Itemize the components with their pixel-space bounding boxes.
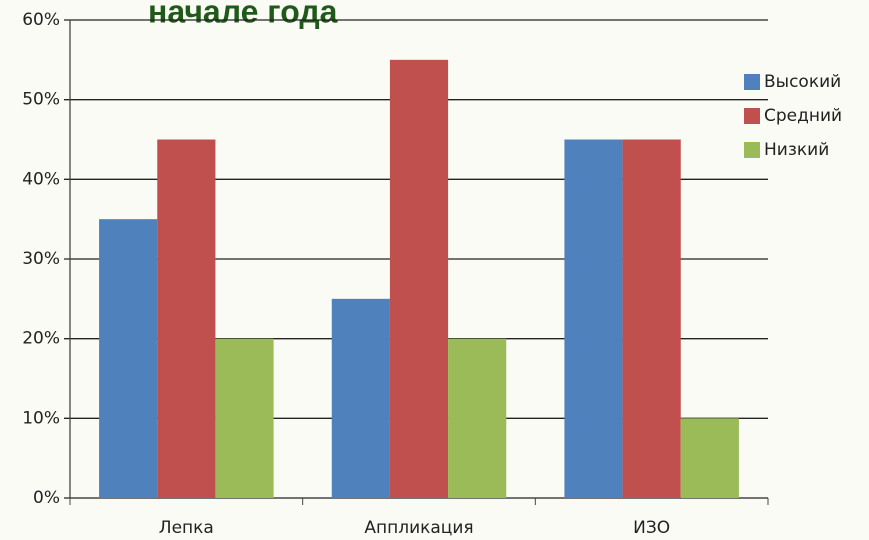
bar bbox=[157, 140, 215, 499]
x-tick-label: Лепка bbox=[159, 518, 214, 538]
bar bbox=[623, 140, 681, 499]
bar bbox=[448, 339, 506, 498]
bar bbox=[215, 339, 273, 498]
y-tick-label: 20% bbox=[22, 329, 60, 349]
chart-title: начале года bbox=[148, 0, 338, 29]
bar bbox=[681, 418, 739, 498]
chart: начале года 0% 10% 20% 30% 40% 50% 60% Лепка Апп… bbox=[0, 0, 869, 540]
legend-label: Низкий bbox=[764, 140, 829, 160]
y-tick-label: 40% bbox=[22, 169, 60, 189]
bar bbox=[564, 140, 622, 499]
bar bbox=[99, 219, 157, 498]
x-tick-label: ИЗО bbox=[633, 518, 670, 538]
legend-label: Средний bbox=[764, 106, 842, 126]
legend-swatch bbox=[744, 74, 760, 90]
legend-swatch bbox=[744, 142, 760, 158]
y-tick-label: 60% bbox=[22, 10, 60, 30]
y-tick-label: 50% bbox=[22, 90, 60, 110]
bar bbox=[390, 60, 448, 498]
y-tick-label: 0% bbox=[33, 488, 60, 508]
x-tick-label: Аппликация bbox=[364, 518, 473, 538]
y-tick-label: 30% bbox=[22, 249, 60, 269]
y-tick-label: 10% bbox=[22, 408, 60, 428]
legend-swatch bbox=[744, 108, 760, 124]
bar bbox=[332, 299, 390, 498]
legend-label: Высокий bbox=[764, 72, 841, 92]
